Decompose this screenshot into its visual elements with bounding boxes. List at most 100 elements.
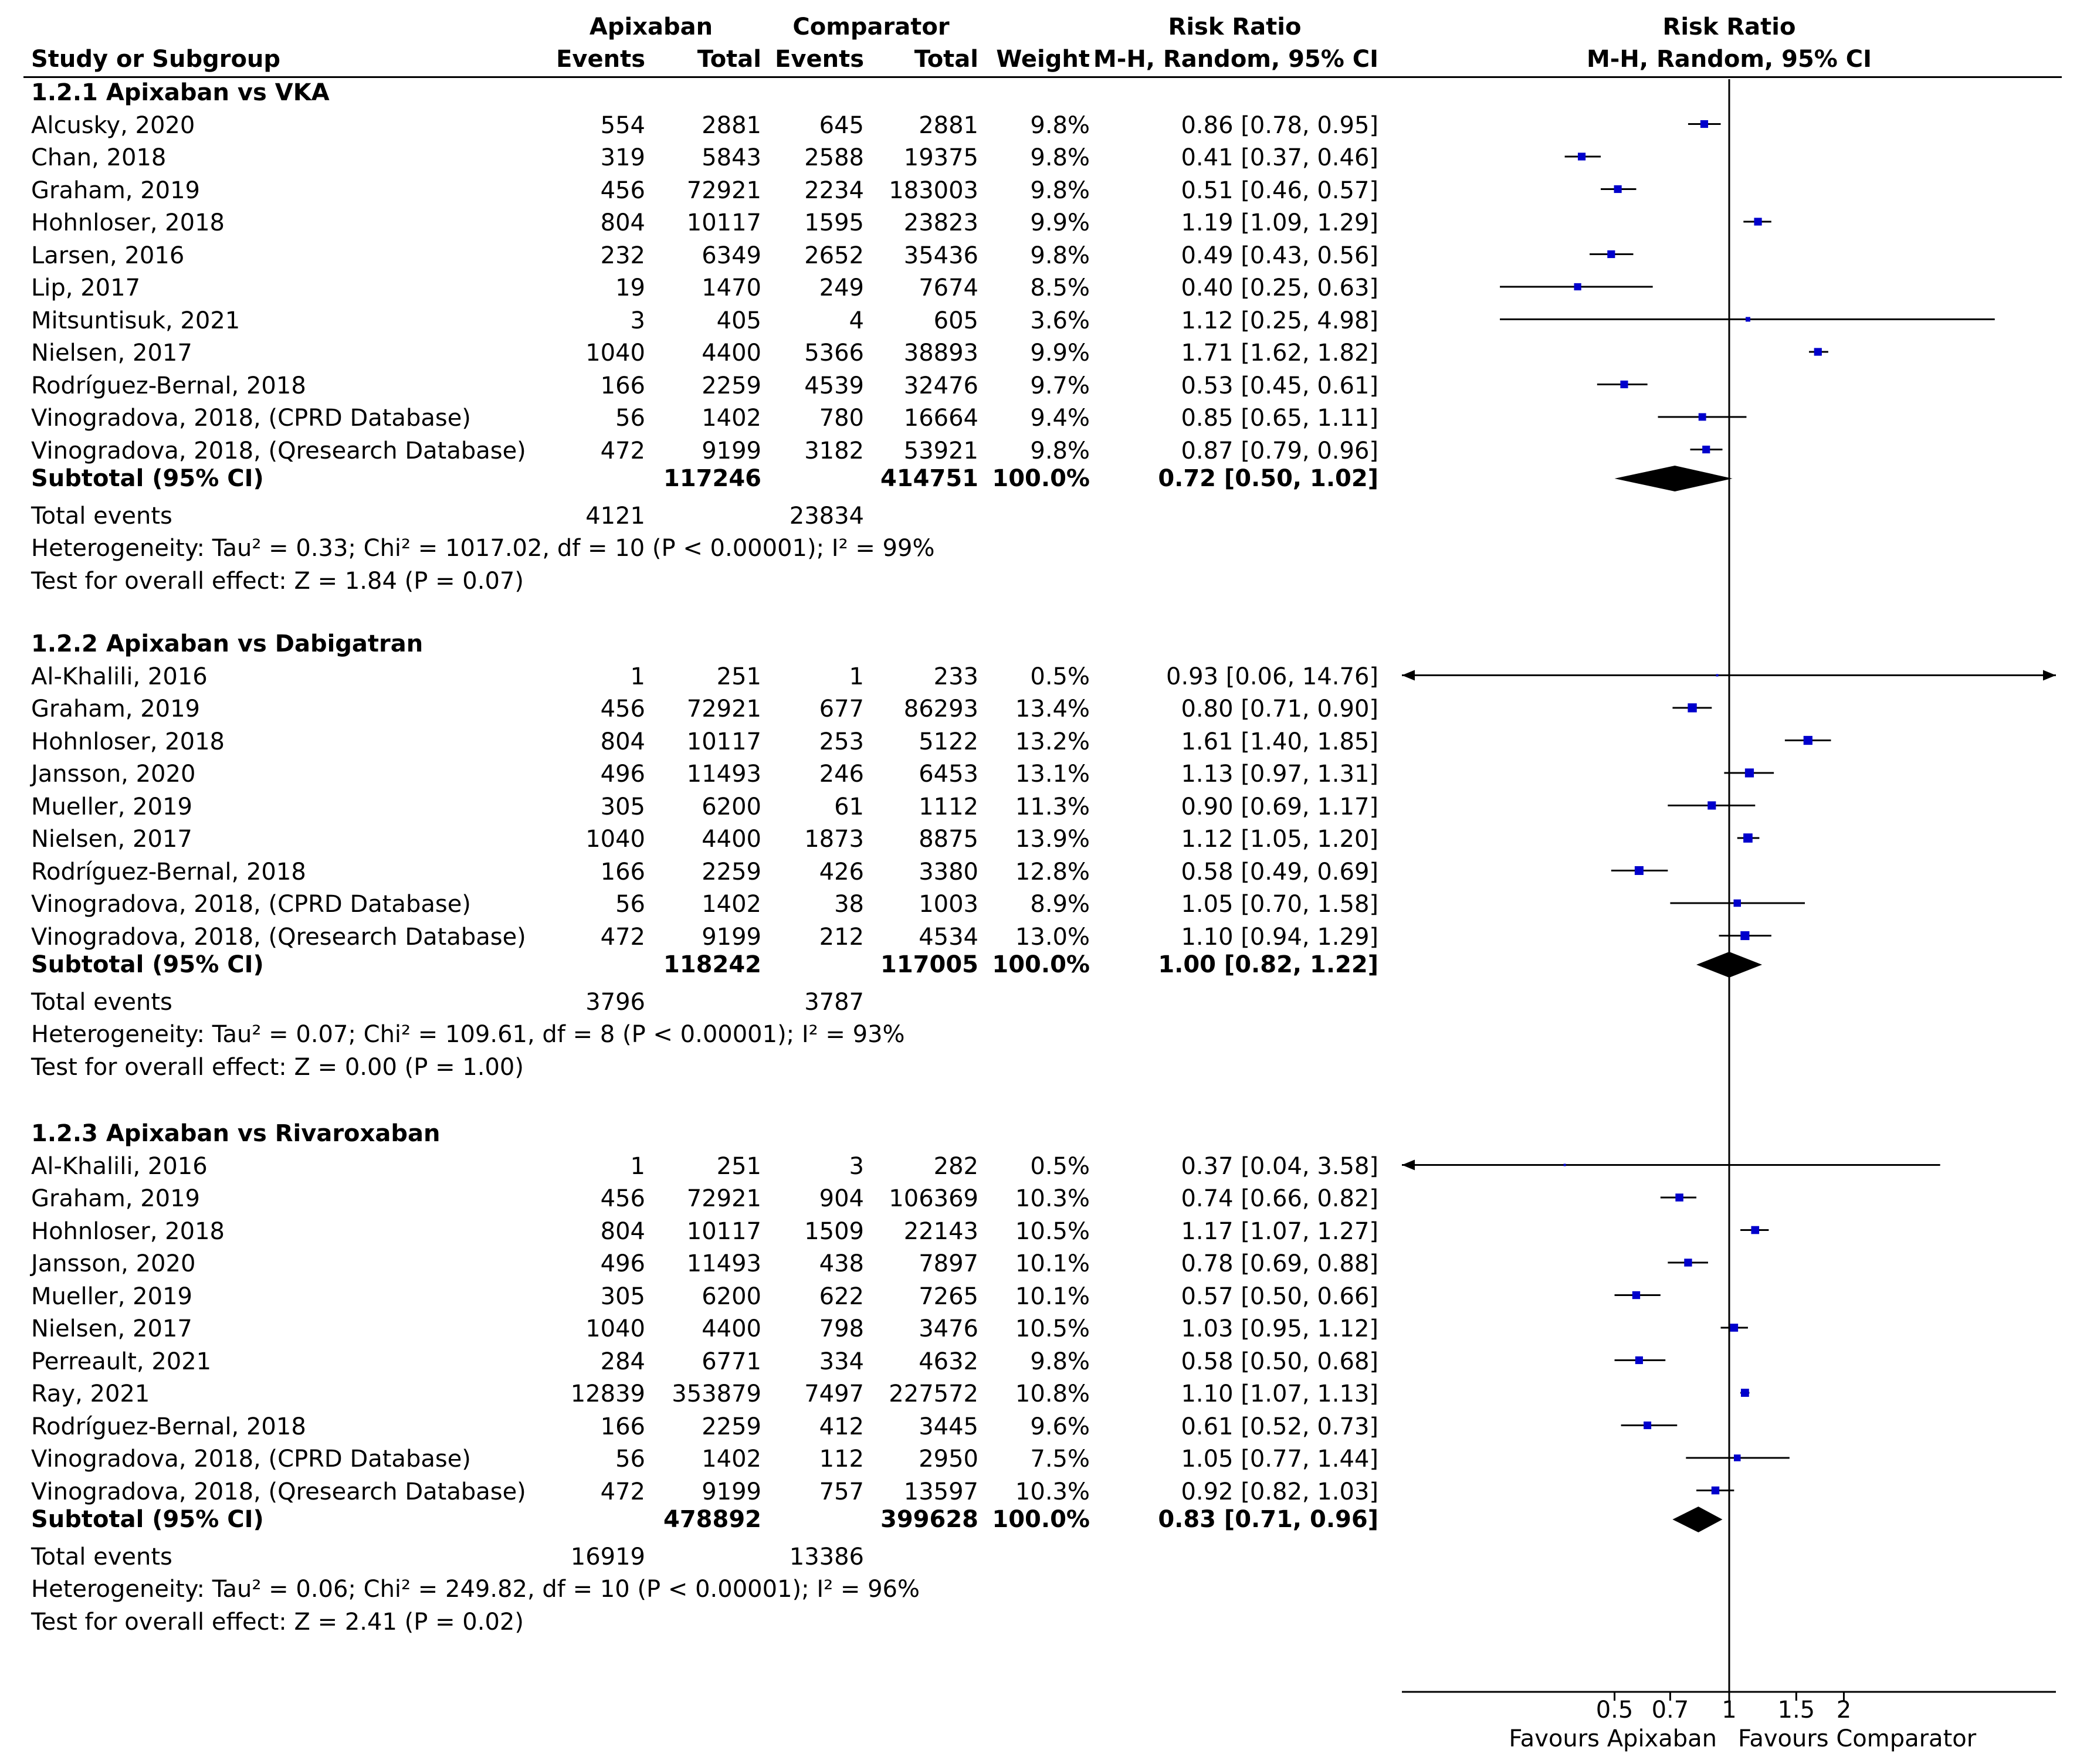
point-estimate-square xyxy=(1730,1324,1739,1332)
risk-ratio-ci: 1.10 [1.07, 1.13] xyxy=(1181,1380,1378,1407)
total-apixaban: 1402 xyxy=(702,1446,761,1473)
total-comparator: 19375 xyxy=(903,144,978,171)
risk-ratio-ci: 0.58 [0.49, 0.69] xyxy=(1181,858,1378,886)
events-apixaban: 232 xyxy=(600,242,645,269)
risk-ratio-ci: 1.05 [0.77, 1.44] xyxy=(1181,1446,1378,1473)
heterogeneity-text: Heterogeneity: Tau² = 0.06; Chi² = 249.8… xyxy=(31,1576,920,1603)
events-apixaban: 472 xyxy=(600,923,645,951)
events-comparator: 212 xyxy=(819,923,864,951)
total-apixaban: 2259 xyxy=(702,1413,761,1440)
events-comparator: 757 xyxy=(819,1478,864,1505)
point-estimate-square xyxy=(1740,931,1750,941)
point-estimate-square xyxy=(1614,185,1622,194)
point-estimate-square xyxy=(1751,1226,1760,1234)
total-comparator: 282 xyxy=(933,1152,978,1180)
x-tick-label: 0.7 xyxy=(1651,1697,1689,1724)
study-weight: 10.8% xyxy=(1015,1380,1090,1407)
favours-comparator-label: Favours Comparator xyxy=(1738,1725,1977,1752)
study-name: Mueller, 2019 xyxy=(31,1283,192,1310)
study-name: Nielsen, 2017 xyxy=(31,1315,192,1342)
study-weight: 12.8% xyxy=(1015,858,1090,886)
total-comparator: 7674 xyxy=(919,274,978,301)
study-name: Nielsen, 2017 xyxy=(31,826,192,853)
events-apixaban: 56 xyxy=(615,891,645,918)
events-comparator: 438 xyxy=(819,1250,864,1277)
total-events-label: Total events xyxy=(31,502,172,530)
total-apixaban: 9199 xyxy=(702,437,761,464)
ci-arrow-left xyxy=(1402,1159,1415,1171)
total-apixaban: 2259 xyxy=(702,372,761,399)
total-events-comparator: 13386 xyxy=(789,1543,864,1570)
events-apixaban: 804 xyxy=(600,209,645,236)
header-events-2: Events xyxy=(775,46,864,73)
events-apixaban: 496 xyxy=(600,761,645,788)
total-apixaban: 4400 xyxy=(702,340,761,367)
events-comparator: 677 xyxy=(819,696,864,722)
total-apixaban: 1402 xyxy=(702,405,761,432)
ci-arrow-left xyxy=(1402,670,1415,681)
study-name: Al-Khalili, 2016 xyxy=(31,1152,208,1180)
point-estimate-square xyxy=(1702,445,1710,454)
risk-ratio-ci: 0.78 [0.69, 0.88] xyxy=(1181,1250,1378,1277)
risk-ratio-ci: 1.05 [0.70, 1.58] xyxy=(1181,891,1378,918)
risk-ratio-ci: 1.12 [0.25, 4.98] xyxy=(1181,307,1378,334)
study-name: Hohnloser, 2018 xyxy=(31,728,225,755)
total-events-apixaban: 3796 xyxy=(585,988,645,1016)
total-comparator: 35436 xyxy=(903,242,978,269)
events-comparator: 2234 xyxy=(804,177,864,204)
events-apixaban: 456 xyxy=(600,696,645,722)
point-estimate-square xyxy=(1716,674,1719,677)
events-comparator: 253 xyxy=(819,728,864,755)
point-estimate-square xyxy=(1754,218,1762,226)
study-name: Nielsen, 2017 xyxy=(31,340,192,367)
study-name: Graham, 2019 xyxy=(31,696,201,722)
events-comparator: 7497 xyxy=(804,1380,864,1407)
events-apixaban: 554 xyxy=(600,111,645,139)
study-name: Rodríguez-Bernal, 2018 xyxy=(31,1413,306,1440)
events-comparator: 412 xyxy=(819,1413,864,1440)
study-weight: 9.8% xyxy=(1030,177,1090,204)
study-name: Hohnloser, 2018 xyxy=(31,1217,225,1245)
study-weight: 8.9% xyxy=(1030,891,1090,918)
study-name: Vinogradova, 2018, (Qresearch Database) xyxy=(31,437,526,464)
study-weight: 13.2% xyxy=(1015,728,1090,755)
plot-title: Risk Ratio xyxy=(1662,13,1796,40)
events-apixaban: 166 xyxy=(600,372,645,399)
header-total-1: Total xyxy=(697,46,761,73)
total-comparator: 16664 xyxy=(903,405,978,432)
total-apixaban: 2259 xyxy=(702,858,761,886)
header-rule xyxy=(23,76,2062,78)
total-apixaban: 1402 xyxy=(702,891,761,918)
point-estimate-square xyxy=(1563,1163,1566,1166)
risk-ratio-ci: 0.41 [0.37, 0.46] xyxy=(1181,144,1378,171)
header-group-apixaban: Apixaban xyxy=(589,13,713,40)
risk-ratio-ci: 1.19 [1.09, 1.29] xyxy=(1181,209,1378,236)
subtotal-ci: 0.72 [0.50, 1.02] xyxy=(1158,465,1378,492)
events-comparator: 112 xyxy=(819,1446,864,1473)
total-events-comparator: 23834 xyxy=(789,502,864,530)
subtotal-diamond xyxy=(1614,466,1733,491)
events-apixaban: 456 xyxy=(600,1185,645,1212)
events-apixaban: 1 xyxy=(630,663,645,690)
events-comparator: 904 xyxy=(819,1185,864,1212)
events-comparator: 249 xyxy=(819,274,864,301)
total-events-label: Total events xyxy=(31,988,172,1016)
study-name: Larsen, 2016 xyxy=(31,242,185,269)
point-estimate-square xyxy=(1644,1421,1652,1430)
risk-ratio-ci: 0.87 [0.79, 0.96] xyxy=(1181,437,1378,464)
study-weight: 3.6% xyxy=(1030,307,1090,334)
point-estimate-square xyxy=(1707,801,1716,810)
events-comparator: 426 xyxy=(819,858,864,886)
subgroup-title: 1.2.1 Apixaban vs VKA xyxy=(31,79,330,106)
point-estimate-square xyxy=(1632,1291,1641,1300)
events-apixaban: 472 xyxy=(600,437,645,464)
total-comparator: 106369 xyxy=(889,1185,978,1212)
header-events-1: Events xyxy=(556,46,645,73)
events-comparator: 4539 xyxy=(804,372,864,399)
total-apixaban: 2881 xyxy=(702,111,761,139)
study-name: Hohnloser, 2018 xyxy=(31,209,225,236)
study-weight: 9.9% xyxy=(1030,340,1090,367)
total-comparator: 7897 xyxy=(919,1250,978,1277)
events-apixaban: 56 xyxy=(615,405,645,432)
